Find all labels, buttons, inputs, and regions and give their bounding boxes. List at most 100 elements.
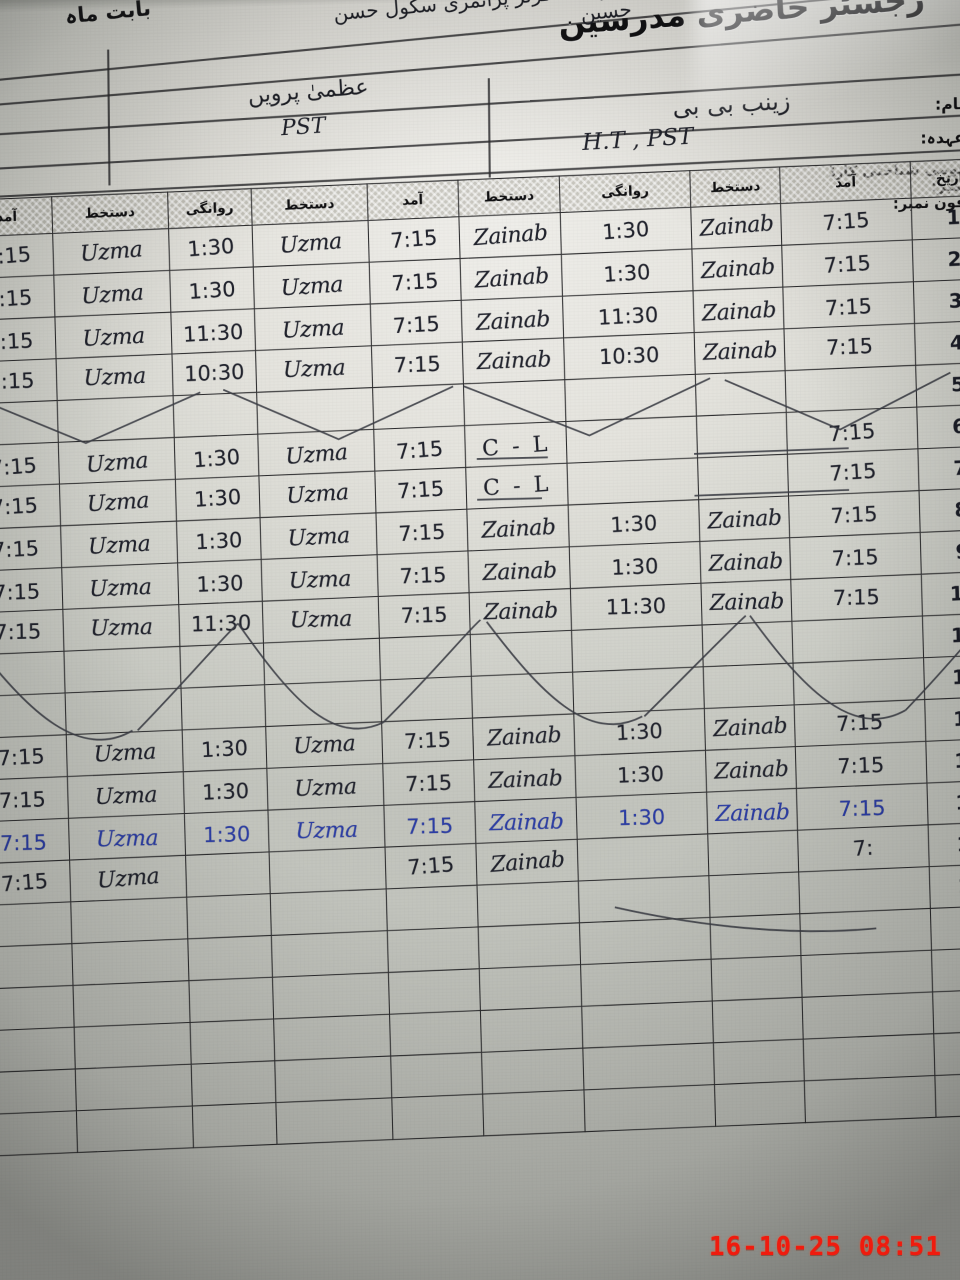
cell-left-signature-arrival: Uzma — [260, 554, 379, 602]
cell-right-departure-value: 1:30 — [615, 717, 664, 745]
cell-left-departure-value: 1:30 — [201, 777, 250, 805]
cell-right-arrival — [785, 365, 917, 413]
cell-right-signature-arrival — [710, 955, 803, 1002]
cell-right-signature-arrival: Zainab — [693, 328, 786, 375]
cell-right-arrival — [793, 657, 925, 705]
cell-left-departure-value: 1:30 — [187, 275, 236, 304]
cell-right-signature-arrival-value: Zainab — [712, 712, 788, 742]
cell-left-departure: 1:30 — [169, 266, 255, 313]
cell-right-signature-arrival-value: Zainab — [715, 798, 790, 826]
cell-right-arrival-value: 7:15 — [838, 794, 887, 821]
th-right-departure: روانگی — [559, 170, 691, 213]
cell-left-signature-departure-value: Uzma — [95, 824, 159, 852]
cell-left-arrival-2: 7:15 — [369, 258, 461, 305]
cell-left-signature-departure — [72, 980, 190, 1028]
cell-left-arrival-2: 7:15 — [367, 216, 460, 263]
cell-right-departure — [582, 1001, 714, 1049]
cell-right-signature-departure: C - L — [464, 421, 568, 468]
cell-left-signature-departure — [56, 395, 175, 443]
cell-right-signature-departure-value: Zainab — [473, 262, 549, 293]
cell-left-arrival-2-value: 7:15 — [399, 561, 447, 589]
cell-right-signature-arrival-value: Zainab — [713, 755, 789, 784]
cell-left-arrival-2: 7:15 — [383, 801, 476, 848]
attendance-table-wrapper: آمد دستخط روانگی دستخط آمد دستخط روانگی … — [0, 158, 960, 1280]
cell-left-departure: 11:30 — [170, 308, 256, 354]
cell-left-departure — [180, 684, 266, 730]
cell-left-signature-departure: Uzma — [53, 270, 171, 317]
cell-left-signature-departure — [64, 688, 182, 735]
cell-right-signature-departure-value: Zainab — [476, 345, 551, 374]
cell-left-departure — [188, 977, 274, 1023]
cell-left-departure: 1:30 — [168, 225, 254, 271]
th-left-signature-1: دستخط — [250, 183, 368, 226]
cell-right-signature-departure: Zainab — [460, 296, 564, 343]
cell-date: 2 — [912, 236, 960, 282]
cell-date: 19 — [931, 946, 960, 992]
cell-left-arrival-2-value: 7:15 — [405, 812, 454, 839]
cell-left-arrival-2-value: 7:15 — [392, 310, 441, 338]
cell-right-signature-departure: Zainab — [458, 212, 562, 259]
cell-right-signature-departure: Zainab — [461, 337, 566, 384]
cell-left-departure: 1:30 — [177, 559, 263, 605]
cell-right-arrival: 7:15 — [783, 281, 915, 329]
cell-right-arrival-value: 7:15 — [831, 543, 880, 571]
cell-right-departure: 1:30 — [569, 541, 701, 589]
cell-right-signature-departure — [478, 964, 583, 1011]
cell-date: 5 — [915, 361, 960, 408]
cell-left-arrival — [0, 1068, 77, 1115]
cell-right-signature-arrival — [696, 412, 788, 458]
cell-right-signature-departure: C - L — [465, 463, 569, 510]
cell-left-signature-arrival: Uzma — [254, 304, 372, 351]
cell-date: 12 — [923, 654, 960, 700]
cell-right-signature-arrival-value: Zainab — [708, 547, 783, 576]
cell-right-signature-departure: Zainab — [466, 505, 570, 551]
cell-right-signature-departure: Zainab — [472, 713, 576, 760]
cell-left-departure: 1:30 — [183, 768, 268, 814]
cell-date: 16 — [928, 821, 960, 867]
cell-date: 22 — [934, 1072, 960, 1118]
cell-left-signature-departure: Uzma — [67, 771, 185, 819]
cell-left-arrival-value: 7:15 — [0, 491, 39, 520]
cell-right-departure — [567, 457, 699, 506]
cell-left-arrival-2 — [386, 885, 478, 931]
cell-left-arrival-2: 7:15 — [374, 467, 467, 513]
cell-left-signature-arrival: Uzma — [262, 596, 380, 644]
cell-right-signature-departure-value: Zainab — [489, 845, 565, 877]
cell-right-signature-departure — [482, 1089, 586, 1136]
label-designation: عہدہ: — [920, 127, 960, 148]
cell-right-signature-departure: Zainab — [468, 588, 572, 635]
label-name: نام: — [934, 94, 960, 114]
cell-date: 10 — [921, 570, 960, 616]
cell-left-signature-arrival-value: Uzma — [285, 478, 349, 508]
cell-right-signature-arrival — [697, 454, 789, 500]
th-right-signature-2: دستخط — [457, 175, 561, 217]
cell-right-arrival: 7:15 — [786, 407, 918, 455]
cell-right-departure-value: 11:30 — [597, 301, 660, 330]
cell-date: 17 — [929, 863, 960, 909]
cell-right-departure: 11:30 — [570, 583, 702, 631]
cell-right-departure — [583, 1042, 715, 1090]
cell-right-departure-value: 1:30 — [603, 258, 652, 287]
cell-left-signature-departure: Uzma — [68, 813, 186, 861]
cell-left-signature-arrival-value: Uzma — [295, 816, 358, 844]
cell-left-departure-value: 1:30 — [194, 526, 243, 555]
cell-date: 11 — [922, 612, 960, 658]
cell-right-departure-value: 1:30 — [618, 803, 666, 830]
cell-left-arrival-2 — [388, 968, 480, 1015]
cell-right-arrival: 7:15 — [796, 783, 929, 831]
cell-left-signature-arrival-value: Uzma — [278, 227, 343, 258]
cell-right-departure — [573, 666, 705, 714]
cell-left-signature-departure — [63, 646, 181, 693]
cell-left-arrival: 7:15 — [0, 316, 56, 363]
cell-left-arrival-value: 7:15 — [0, 577, 41, 605]
cell-left-signature-arrival: Uzma — [258, 471, 376, 518]
cell-right-arrival: 7:15 — [795, 741, 927, 789]
cell-right-signature-arrival-value: Zainab — [709, 587, 784, 615]
cell-left-arrival: 7:15 — [0, 860, 71, 906]
cell-left-arrival — [0, 1027, 75, 1073]
cell-left-signature-departure: Uzma — [55, 353, 173, 401]
table-body: 7:15 Uzma 1:30 Uzma 7:15 Zainab 1:30 Zainab 7:15… — [0, 194, 960, 1157]
cell-right-signature-arrival: Zainab — [706, 788, 799, 834]
